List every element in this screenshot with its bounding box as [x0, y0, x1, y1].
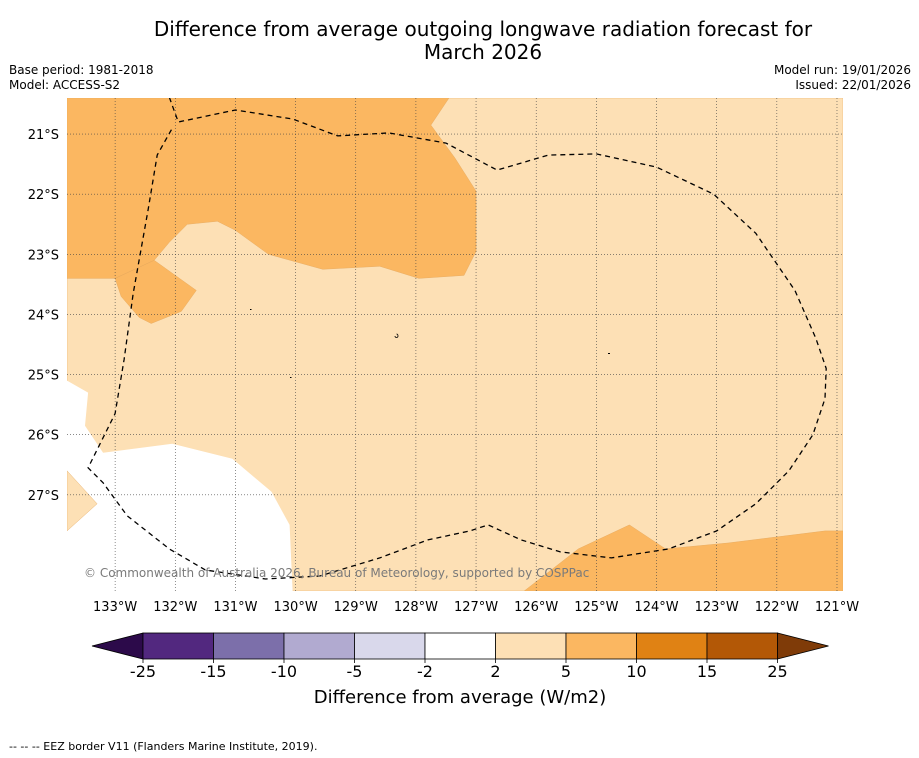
title-line-1: Difference from average outgoing longwav…	[153, 17, 813, 41]
colorbar-bin	[424, 632, 496, 660]
colorbar: -25 -15 -10 -5 -2 2 5 10 15 25	[91, 632, 829, 681]
island-marker	[290, 377, 292, 378]
colorbar-tick-label: -5	[347, 662, 363, 681]
title-line-2: March 2026	[423, 40, 543, 64]
colorbar-tick-label: -2	[417, 662, 433, 681]
colorbar-extend-low	[91, 632, 144, 660]
footer-note: -- -- -- EEZ border V11 (Flanders Marine…	[9, 740, 318, 753]
copyright-notice: © Commonwealth of Australia 2026, Bureau…	[84, 566, 589, 580]
region-5-to-10	[114, 260, 197, 324]
eez-border-layer	[87, 98, 827, 580]
colorbar-bin	[283, 632, 355, 660]
meta-right: Model run: 19/01/2026 Issued: 22/01/2026	[774, 63, 911, 93]
colorbar-tick-label: 5	[561, 662, 571, 681]
region-5-to-10	[523, 524, 843, 591]
lat-tick-label: 24°S	[28, 308, 59, 323]
colorbar-tick-label: -10	[271, 662, 297, 681]
region--2-to-2	[67, 380, 293, 591]
colorbar-tick-label: -15	[200, 662, 226, 681]
lat-tick-label: 25°S	[28, 369, 59, 384]
colorbar-extend-high	[777, 632, 829, 660]
colorbar-bin	[565, 632, 637, 660]
lon-tick-label: 126°W	[514, 600, 558, 615]
issued-date: Issued: 22/01/2026	[795, 78, 911, 92]
lon-tick-label: 122°W	[755, 600, 799, 615]
lon-tick-label: 129°W	[334, 600, 378, 615]
colorbar-tick-label: 25	[767, 662, 787, 681]
colorbar-bin	[495, 632, 567, 660]
graticule	[67, 98, 843, 591]
colorbar-tick-label: 10	[626, 662, 646, 681]
lon-tick-label: 125°W	[574, 600, 618, 615]
lat-tick-label: 22°S	[28, 188, 59, 203]
region-fills	[67, 98, 843, 591]
colorbar-bin	[706, 632, 778, 660]
base-period: Base period: 1981-2018	[9, 63, 154, 77]
lon-tick-label: 124°W	[634, 600, 678, 615]
eez-border	[87, 98, 827, 580]
colorbar-bin	[213, 632, 285, 660]
axis-labels: 133°W 132°W 131°W 130°W 129°W 128°W 127°W 126°W…	[28, 128, 860, 615]
lon-tick-label: 128°W	[394, 600, 438, 615]
lat-tick-label: 21°S	[28, 128, 59, 143]
lat-tick-label: 23°S	[28, 248, 59, 263]
lon-tick-label: 130°W	[274, 600, 318, 615]
lat-tick-label: 26°S	[28, 429, 59, 444]
lon-tick-label: 131°W	[213, 600, 257, 615]
chart-title: Difference from average outgoing longwav…	[0, 18, 919, 64]
island-marker	[250, 309, 252, 310]
islands	[250, 309, 610, 378]
colorbar-tick-label: -25	[130, 662, 156, 681]
lon-tick-label: 127°W	[454, 600, 498, 615]
lon-tick-label: 121°W	[815, 600, 859, 615]
lat-tick-label: 27°S	[28, 489, 59, 504]
colorbar-bin	[636, 632, 708, 660]
colorbar-tick-label: 15	[697, 662, 717, 681]
island-marker	[608, 353, 610, 354]
colorbar-bin	[142, 632, 214, 660]
lon-tick-label: 123°W	[695, 600, 739, 615]
model-run: Model run: 19/01/2026	[773, 63, 911, 77]
region-5-to-10	[67, 98, 477, 279]
colorbar-tick-label: 2	[490, 662, 500, 681]
meta-left: Base period: 1981-2018 Model: ACCESS-S2	[9, 63, 154, 93]
colorbar-bin	[354, 632, 426, 660]
island-marker	[394, 333, 399, 338]
colorbar-label: Difference from average (W/m2)	[314, 687, 606, 708]
lon-tick-label: 132°W	[153, 600, 197, 615]
region-2-to-5	[67, 470, 98, 532]
chart-svg: © Commonwealth of Australia 2026, Bureau…	[28, 98, 860, 708]
lon-tick-label: 133°W	[93, 600, 137, 615]
model-name: Model: ACCESS-S2	[9, 78, 121, 92]
